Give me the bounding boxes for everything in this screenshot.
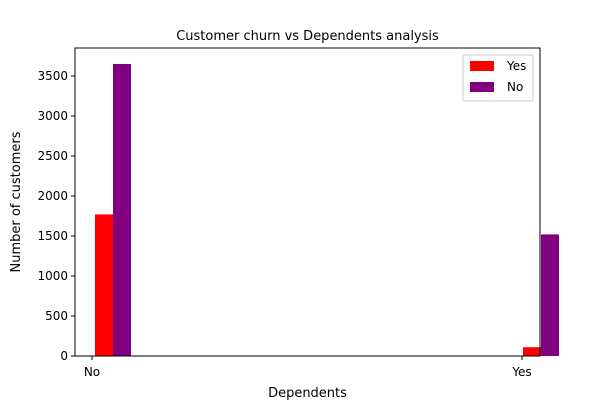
x-axis-ticks: No Yes: [84, 356, 532, 379]
legend-swatch-yes: [470, 61, 494, 71]
legend-swatch-no: [470, 82, 494, 92]
plot-frame: [74, 47, 541, 357]
y-tick-label: 2500: [37, 149, 68, 163]
y-tick-label: 3000: [37, 109, 68, 123]
x-tick-label-yes: Yes: [511, 365, 531, 379]
y-tick-label: 3500: [37, 69, 68, 83]
y-axis-ticks: 0 500 1000 1500 2000 2500 3000 3500: [37, 69, 75, 363]
bar-yes-yes: [523, 347, 541, 356]
chart-title: Customer churn vs Dependents analysis: [176, 29, 439, 44]
legend-label-yes: Yes: [506, 59, 526, 73]
legend: Yes No: [462, 54, 534, 102]
bar-no-no: [113, 64, 131, 356]
x-axis-label: Dependents: [268, 386, 347, 400]
y-axis-label: Number of customers: [9, 131, 24, 272]
y-tick-label: 1500: [37, 229, 68, 243]
y-tick-label: 2000: [37, 189, 68, 203]
y-tick-label: 0: [60, 349, 68, 363]
bar-yes-no: [95, 214, 113, 356]
y-tick-label: 500: [45, 309, 68, 323]
legend-label-no: No: [507, 80, 523, 94]
bar-no-yes: [541, 234, 559, 356]
y-tick-label: 1000: [37, 269, 68, 283]
bars-group: [95, 64, 559, 356]
x-tick-label-no: No: [84, 365, 100, 379]
